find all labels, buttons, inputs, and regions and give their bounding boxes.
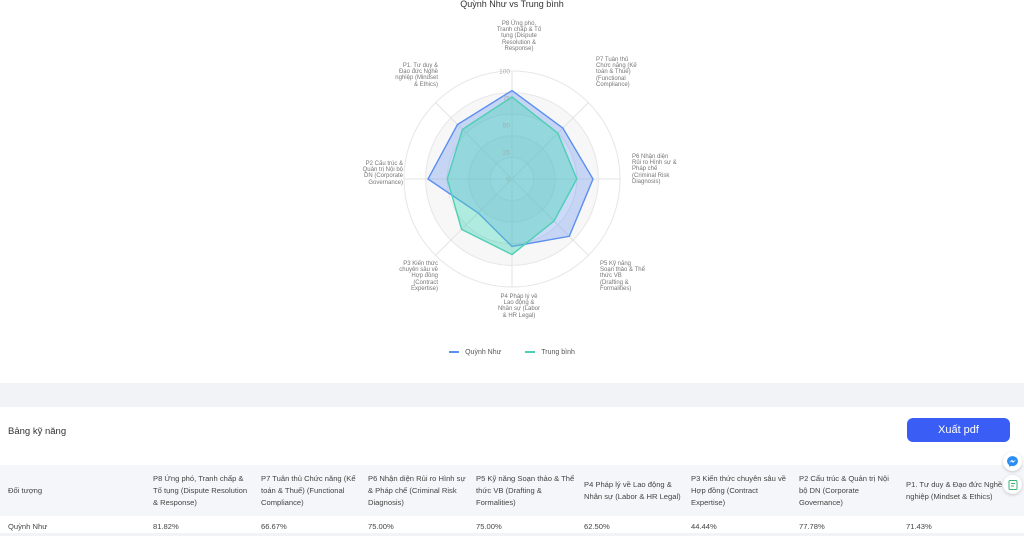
axis-label-p6: P6 Nhận diện Rủi ro Hình sự & Pháp chế (… bbox=[632, 154, 677, 185]
skills-table: Đối tượng P8 Ứng phó, Tranh chấp & Tố tụ… bbox=[0, 465, 1024, 536]
radar-tick-label: 100 bbox=[499, 69, 510, 76]
radar-tick-label: 50 bbox=[503, 123, 511, 130]
cell-p5: 75.00% bbox=[476, 521, 502, 531]
header-p6: P6 Nhận diện Rủi ro Hình sự & Pháp chế (… bbox=[368, 473, 466, 507]
header-p5: P5 Kỹ năng Soạn thảo & Thể thức VB (Draf… bbox=[476, 473, 575, 507]
radar-tick-label: 75 bbox=[503, 96, 511, 103]
axis-label-p8: P8 Ứng phó, Tranh chấp & Tố tụng (Disput… bbox=[496, 21, 542, 52]
messenger-icon[interactable] bbox=[1003, 452, 1022, 471]
legend-swatch-quynh-nhu bbox=[449, 351, 460, 354]
table-header-row: Đối tượng P8 Ứng phó, Tranh chấp & Tố tụ… bbox=[0, 465, 1024, 516]
radar-series-quynh-nhu[interactable] bbox=[427, 89, 594, 248]
export-pdf-button[interactable]: Xuất pdf bbox=[907, 418, 1010, 442]
axis-label-p3: P3 Kiến thức chuyên sâu về Hợp đồng (Con… bbox=[399, 261, 438, 292]
cell-p4: 62.50% bbox=[584, 521, 610, 531]
floating-actions bbox=[1002, 452, 1024, 522]
axis-label-p5: P5 Kỹ năng Soạn thảo & Thể thức VB (Draf… bbox=[600, 261, 645, 292]
cell-p3: 44.44% bbox=[691, 521, 717, 531]
form-icon[interactable] bbox=[1003, 475, 1022, 494]
skills-table-card: Bảng kỹ năng Xuất pdf Đối tượng P8 Ứng p… bbox=[0, 407, 1024, 533]
axis-label-p1: P1. Tư duy & Đạo đức Nghề nghiệp (Mindse… bbox=[395, 63, 438, 88]
radar-spoke bbox=[435, 102, 513, 180]
radar-tick-label: 0 bbox=[506, 177, 510, 184]
table-heading: Bảng kỹ năng bbox=[8, 426, 67, 437]
header-p4: P4 Pháp lý về Lao động & Nhân sự (Labor … bbox=[584, 479, 681, 501]
cell-p7: 66.67% bbox=[261, 521, 287, 531]
header-p8: P8 Ứng phó, Tranh chấp & Tố tụng (Disput… bbox=[153, 473, 248, 507]
table-row: Quỳnh Như 81.82% 66.67% 75.00% 75.00% 62… bbox=[0, 516, 1024, 536]
radar-chart: 0 25 50 75 100 bbox=[403, 69, 621, 288]
legend-item-quynh-nhu[interactable]: Quỳnh Như bbox=[449, 349, 501, 356]
header-p3: P3 Kiến thức chuyên sâu về Hợp đồng (Con… bbox=[691, 473, 786, 507]
cell-p1: 71.43% bbox=[906, 521, 932, 531]
cell-p6: 75.00% bbox=[368, 521, 394, 531]
cell-p8: 81.82% bbox=[153, 521, 179, 531]
axis-label-p2: P2 Cấu trúc & Quản trị Nội bộ DN (Corpor… bbox=[362, 161, 403, 186]
radar-chart-card: Quỳnh Như vs Trung bình 0 25 50 75 100 P8 Ứn… bbox=[0, 0, 1024, 383]
radar-spoke bbox=[511, 178, 589, 256]
cell-p2: 77.78% bbox=[799, 521, 825, 531]
cell-subject: Quỳnh Như bbox=[8, 521, 48, 531]
header-p2: P2 Cấu trúc & Quản trị Nội bộ DN (Corpor… bbox=[799, 473, 889, 507]
chart-title: Quỳnh Như vs Trung bình bbox=[460, 0, 564, 9]
axis-label-p7: P7 Tuân thủ Chức năng (Kế toán & Thuế) (… bbox=[596, 57, 637, 88]
header-p7: P7 Tuân thủ Chức năng (Kế toán & Thuế) (… bbox=[261, 473, 356, 507]
radar-spoke bbox=[511, 102, 589, 180]
legend-swatch-trung-binh bbox=[525, 351, 536, 354]
chart-legend: Quỳnh Như Trung bình bbox=[0, 349, 1024, 356]
header-subject: Đối tượng bbox=[8, 485, 43, 495]
radar-tick-label: 25 bbox=[503, 150, 511, 157]
axis-label-p4: P4 Pháp lý về Lao động & Nhân sự (Labor … bbox=[497, 294, 541, 319]
legend-item-trung-binh[interactable]: Trung bình bbox=[525, 349, 575, 356]
radar-series-trung-binh[interactable] bbox=[446, 96, 578, 256]
radar-spoke bbox=[435, 178, 513, 256]
section-gap bbox=[0, 383, 1024, 407]
header-p1: P1. Tư duy & Đạo đức Nghề nghiệp (Mindse… bbox=[906, 479, 1003, 501]
